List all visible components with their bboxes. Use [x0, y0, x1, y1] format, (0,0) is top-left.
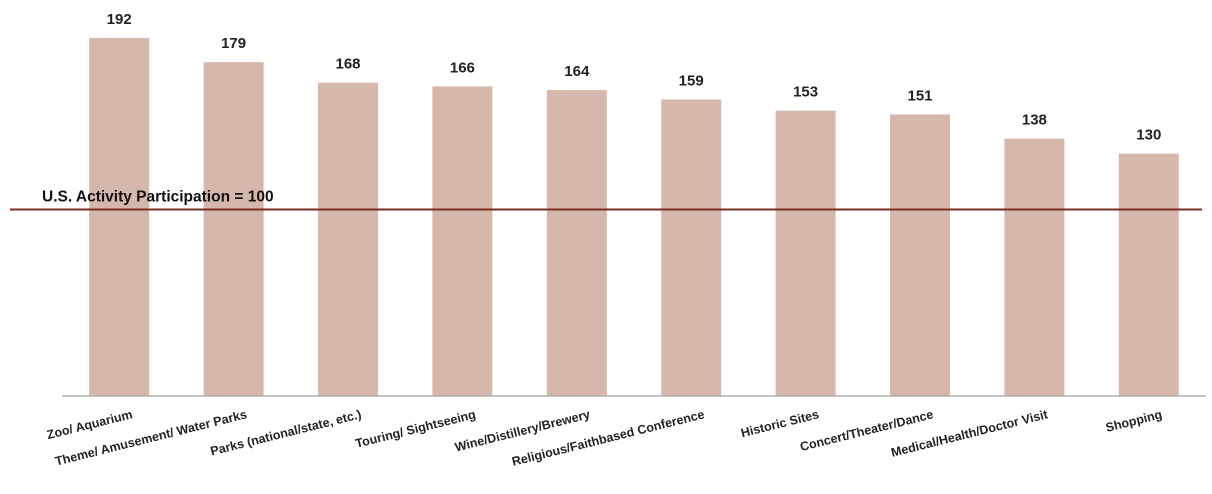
bar-value-label: 164 [564, 63, 590, 80]
x-tick-label: Religious/Faithbased Conference [510, 407, 706, 468]
bar-value-label: 151 [907, 87, 932, 104]
bar-value-label: 179 [221, 35, 246, 52]
reference-line-label: U.S. Activity Participation = 100 [42, 189, 274, 206]
bar-value-label: 153 [793, 84, 818, 101]
bar [661, 99, 722, 396]
bar [546, 90, 607, 396]
bar-value-label: 130 [1136, 127, 1161, 144]
bar [203, 62, 264, 396]
bar [775, 110, 836, 396]
bar [1004, 138, 1065, 396]
bar [318, 82, 378, 396]
bar [432, 86, 493, 397]
x-tick-label: Shopping [1104, 407, 1163, 435]
bar-value-label: 192 [107, 11, 132, 28]
bar [1118, 153, 1179, 396]
bar-value-label: 138 [1022, 112, 1047, 129]
x-tick-label: Theme/ Amusement/ Water Parks [54, 407, 249, 468]
bar-value-label: 166 [450, 59, 475, 76]
bars-layer [89, 37, 1179, 397]
bar [890, 114, 950, 397]
bar [89, 37, 150, 397]
x-tick-label: Zoo/ Aquarium [45, 407, 134, 442]
x-tick-label: Historic Sites [739, 407, 820, 440]
value-labels-layer: 192 179 168 166 164 159 153 151 138 130 [107, 11, 1162, 144]
bar-value-label: 159 [679, 73, 704, 90]
bar-value-label: 168 [335, 56, 360, 73]
